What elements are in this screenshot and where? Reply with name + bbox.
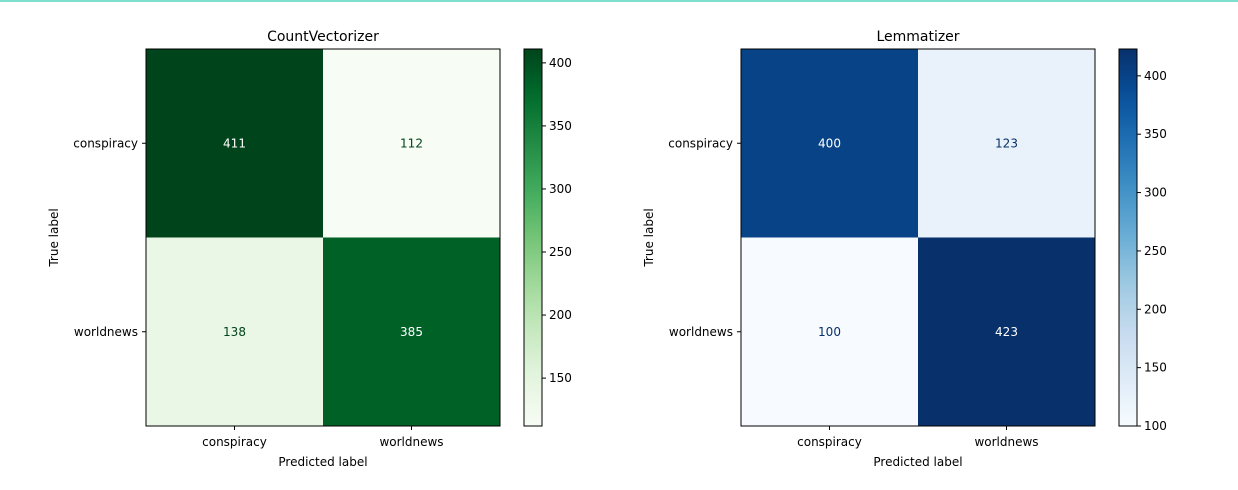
x-tick-label: worldnews — [379, 435, 443, 449]
colorbar-tick-label: 400 — [549, 56, 572, 70]
colorbar — [1118, 48, 1138, 427]
matrix-cell-1-1 — [918, 237, 1095, 426]
cell-value-label: 100 — [818, 325, 841, 339]
x-tick-label: conspiracy — [202, 435, 267, 449]
colorbar — [523, 48, 543, 427]
colorbar-tick-label: 100 — [1144, 419, 1167, 433]
colorbar-tick-label: 200 — [549, 308, 572, 322]
cell-value-label: 385 — [400, 325, 423, 339]
matrix-cell-0-1 — [918, 49, 1095, 238]
matrix-cell-1-0 — [146, 237, 323, 426]
colorbar-tick-label: 250 — [549, 245, 572, 259]
cell-value-label: 400 — [818, 136, 841, 150]
colorbar-tick-label: 400 — [1144, 69, 1167, 83]
top-accent-line — [0, 0, 1238, 2]
y-tick-label: conspiracy — [73, 136, 138, 150]
axes-frame — [145, 48, 501, 427]
matrix-cell-0-1 — [323, 49, 500, 238]
matrix-cell-0-0 — [741, 49, 918, 238]
matrix-cell-1-1 — [323, 237, 500, 426]
cell-value-label: 411 — [223, 136, 246, 150]
x-tick-label: worldnews — [974, 435, 1038, 449]
matrix-cell-0-0 — [146, 49, 323, 238]
colorbar-tick-label: 350 — [1144, 127, 1167, 141]
x-axis-label: Predicted label — [278, 455, 367, 469]
cell-value-label: 112 — [400, 136, 423, 150]
cell-value-label: 138 — [223, 325, 246, 339]
colorbar-tick-label: 200 — [1144, 302, 1167, 316]
cell-value-label: 423 — [995, 325, 1018, 339]
y-tick-label: worldnews — [74, 325, 138, 339]
axes-frame — [740, 48, 1096, 427]
chart-title: CountVectorizer — [267, 29, 379, 45]
chart-title: Lemmatizer — [876, 29, 959, 45]
colorbar-tick-label: 250 — [1144, 244, 1167, 258]
colorbar-tick-label: 300 — [1144, 186, 1167, 200]
x-tick-label: conspiracy — [797, 435, 862, 449]
y-tick-label: worldnews — [669, 325, 733, 339]
matrix-cell-1-0 — [741, 237, 918, 426]
colorbar-tick-label: 150 — [549, 371, 572, 385]
colorbar-tick-label: 300 — [549, 182, 572, 196]
colorbar-tick-label: 350 — [549, 119, 572, 133]
y-tick-label: conspiracy — [668, 136, 733, 150]
colorbar-tick-label: 150 — [1144, 361, 1167, 375]
cell-value-label: 123 — [995, 136, 1018, 150]
x-axis-label: Predicted label — [873, 455, 962, 469]
y-axis-label: True label — [642, 208, 656, 267]
y-axis-label: True label — [47, 208, 61, 267]
